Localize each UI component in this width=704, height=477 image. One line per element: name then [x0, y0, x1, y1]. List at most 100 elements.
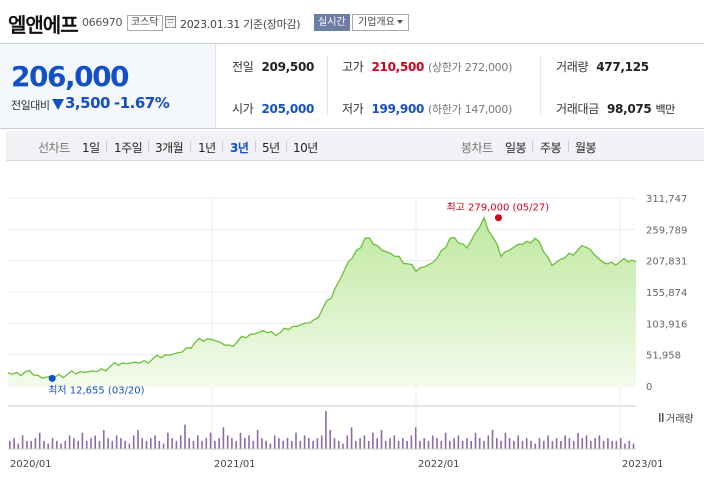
volume-bar: [115, 435, 118, 449]
volume-bar: [244, 438, 246, 449]
candle-weekly[interactable]: 주봉: [540, 141, 562, 155]
volume-bar: [17, 443, 20, 449]
volume-bar: [453, 438, 455, 449]
divider: [540, 56, 541, 116]
y-tick-label: 155,874: [646, 288, 687, 299]
volume-bar: [474, 432, 477, 449]
stat-low: 저가 199,900 (하한가 147,000): [342, 100, 512, 117]
volume-bar: [487, 435, 490, 449]
min-marker: [48, 374, 56, 382]
volume-bar: [9, 440, 11, 449]
volume-bar: [226, 435, 229, 449]
volume-bar: [21, 435, 24, 449]
y-tick-label: 311,747: [646, 194, 687, 205]
volume-bar: [525, 438, 528, 449]
period-1d[interactable]: 1일: [82, 141, 100, 155]
y-tick-label: 103,916: [646, 319, 687, 330]
volume-bar: [209, 432, 212, 449]
volume-bar: [491, 430, 494, 449]
price-area: [8, 217, 636, 386]
volume-bar: [338, 440, 340, 449]
divider: [286, 141, 287, 152]
period-5y[interactable]: 5년: [262, 141, 280, 155]
volume-bar: [380, 430, 383, 449]
volume-bar: [611, 440, 613, 449]
diff-value: 3,500: [65, 94, 110, 112]
volume-bar: [188, 438, 190, 449]
volume-bar: [13, 438, 15, 449]
divider: [148, 141, 149, 152]
period-bar: 선차트 1일 1주일 3개월 1년 3년 5년 10년 봉차트 일봉 주봉 월봉: [6, 131, 704, 161]
volume-bar: [367, 440, 370, 449]
volume-bar: [235, 440, 237, 449]
volume-bar: [500, 440, 502, 449]
volume-legend-icon: [662, 413, 664, 422]
realtime-button[interactable]: 실시간: [314, 14, 350, 31]
lower-limit: (하한가 147,000): [428, 103, 513, 116]
candle-chart-label: 봉차트: [461, 141, 493, 155]
volume-bar: [162, 443, 165, 449]
volume-bar: [85, 440, 88, 449]
volume-bar: [406, 440, 408, 449]
volume-bar: [124, 440, 126, 449]
stat-open: 시가 205,000: [232, 100, 314, 117]
stat-value: 205,000: [261, 102, 315, 116]
volume-bar: [333, 438, 336, 449]
volume-bar: [444, 432, 447, 449]
volume-bar: [555, 438, 558, 449]
period-3y[interactable]: 3년: [230, 141, 249, 155]
x-tick-label: 2023/01: [622, 459, 664, 470]
volume-bar: [590, 440, 592, 449]
period-3m[interactable]: 3개월: [155, 141, 184, 155]
volume-bar: [299, 440, 302, 449]
volume-bar: [449, 440, 451, 449]
volume-bar: [291, 440, 293, 449]
volume-bar: [431, 435, 434, 449]
diff-rate: -1.67%: [114, 94, 170, 112]
price-chart[interactable]: 311,747 259,789 207,831 155,874 103,916 51,95…: [0, 180, 704, 477]
volume-bar: [585, 435, 588, 449]
volume-bar: [218, 438, 220, 449]
stock-name: 엘앤에프: [8, 13, 79, 37]
volume-bar: [175, 440, 178, 449]
volume-bar: [68, 435, 71, 449]
period-10y[interactable]: 10년: [293, 141, 318, 155]
company-overview-label: 기업개요: [358, 17, 395, 28]
volume-bar: [184, 424, 186, 449]
candle-daily[interactable]: 일봉: [505, 141, 527, 155]
volume-bar: [397, 440, 400, 449]
max-marker: [494, 214, 502, 222]
period-1w[interactable]: 1주일: [114, 141, 143, 155]
x-tick-label: 2021/01: [214, 459, 256, 470]
volume-bar: [60, 443, 62, 449]
volume-bar: [427, 440, 430, 449]
volume-bar: [103, 430, 105, 449]
volume-bar: [543, 440, 545, 449]
volume-bar: [419, 440, 421, 449]
date-text: 2023.01.31 기준(장마감): [180, 18, 301, 31]
volume-bar: [624, 443, 626, 449]
volume-bar: [329, 430, 331, 449]
volume-bar: [619, 438, 622, 449]
stat-value: 210,500: [371, 60, 425, 74]
current-price-box: 206,000 전일대비 3,500 -1.67%: [0, 44, 216, 128]
volume-bar: [607, 438, 609, 449]
volume-bar: [77, 440, 79, 449]
volume-bar: [295, 432, 297, 449]
stat-label: 거래대금: [556, 102, 599, 116]
volume-bar: [205, 438, 208, 449]
volume-bar: [508, 438, 511, 449]
stat-value: 477,125: [596, 60, 649, 74]
volume-bar: [325, 411, 327, 449]
y-tick-label: 51,958: [646, 351, 681, 362]
candle-monthly[interactable]: 월봉: [575, 141, 597, 155]
period-1y[interactable]: 1년: [198, 141, 216, 155]
company-overview-button[interactable]: 기업개요: [352, 14, 409, 31]
volume-bar: [98, 440, 101, 449]
upper-limit: (상한가 272,000): [428, 61, 513, 74]
volume-bar: [615, 440, 618, 449]
volume-bar: [158, 440, 161, 449]
volume-bar: [594, 438, 596, 449]
volume-bar: [56, 440, 58, 449]
stat-label: 고가: [342, 60, 364, 74]
